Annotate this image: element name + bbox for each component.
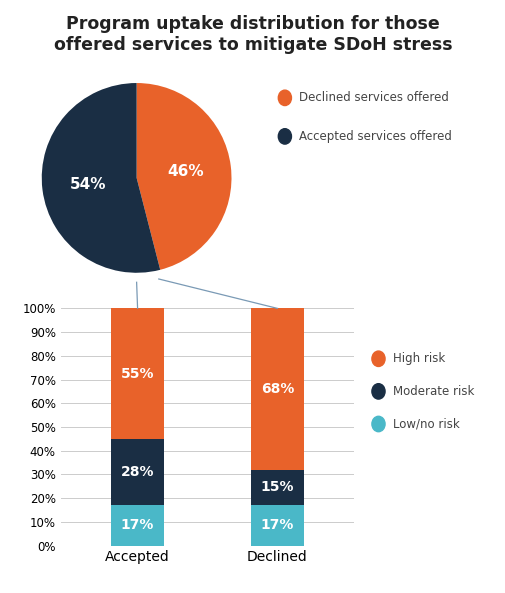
Text: 54%: 54% [69,177,106,192]
Text: 17%: 17% [260,518,293,533]
Text: Low/no risk: Low/no risk [392,417,459,431]
Text: Moderate risk: Moderate risk [392,385,473,398]
Text: Declined services offered: Declined services offered [298,91,448,104]
Bar [250,308,304,470]
Text: 55%: 55% [121,366,154,381]
Bar [250,470,304,505]
Text: 46%: 46% [167,164,204,179]
Text: 28%: 28% [121,465,154,479]
Text: Accepted services offered: Accepted services offered [298,130,451,143]
Bar [111,439,164,505]
Text: Program uptake distribution for those
offered services to mitigate SDoH stress: Program uptake distribution for those of… [54,15,451,53]
Text: 68%: 68% [260,382,293,396]
Text: 17%: 17% [121,518,154,533]
Text: High risk: High risk [392,352,444,365]
Wedge shape [136,83,231,270]
Wedge shape [41,83,160,273]
Bar [111,308,164,439]
Bar [111,505,164,546]
Bar [250,505,304,546]
Text: 15%: 15% [260,480,293,495]
